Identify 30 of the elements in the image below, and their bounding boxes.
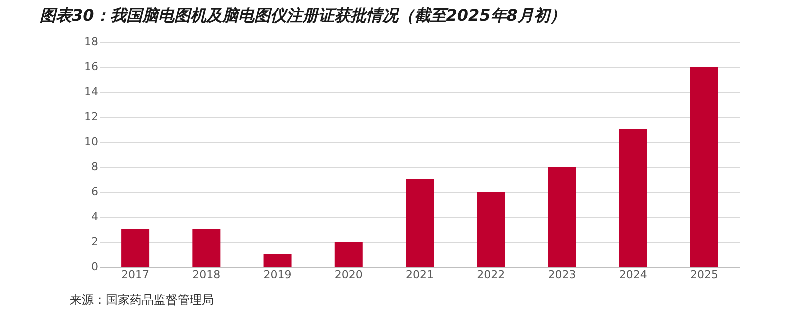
y-tick-label: 8	[92, 160, 98, 174]
bar	[334, 242, 363, 267]
y-tick-label: 2	[92, 236, 98, 248]
x-tick-label: 2018	[192, 268, 221, 282]
bar	[477, 192, 506, 267]
bar	[192, 230, 221, 267]
x-tick-label: 2021	[406, 268, 434, 282]
y-tick-label: 0	[92, 260, 98, 274]
x-tick-label: 2023	[548, 268, 576, 282]
y-tick-label: 12	[84, 110, 98, 124]
x-tick-label: 2025	[690, 268, 718, 282]
y-tick-label: 18	[84, 36, 98, 48]
bar	[548, 167, 576, 267]
bar	[122, 230, 150, 267]
y-tick-label: 14	[84, 86, 98, 98]
x-tick-label: 2017	[122, 268, 150, 282]
y-tick-label: 6	[92, 186, 98, 198]
y-tick-label: 16	[84, 60, 98, 74]
x-tick-label: 2019	[264, 268, 292, 282]
x-tick-label: 2022	[477, 268, 506, 282]
x-tick-label: 2020	[334, 268, 363, 282]
bar	[264, 254, 292, 267]
bar	[406, 180, 434, 267]
y-tick-label: 10	[84, 136, 98, 148]
y-tick-label: 4	[92, 210, 98, 224]
chart-title: 图表30：我国脑电图机及脑电图仪注册证获批情况（截至2025年8月初）	[40, 6, 566, 25]
bar	[690, 67, 718, 267]
source-note: 来源：国家药品监督管理局	[70, 293, 214, 307]
x-tick-label: 2024	[619, 268, 648, 282]
bar	[619, 130, 648, 267]
